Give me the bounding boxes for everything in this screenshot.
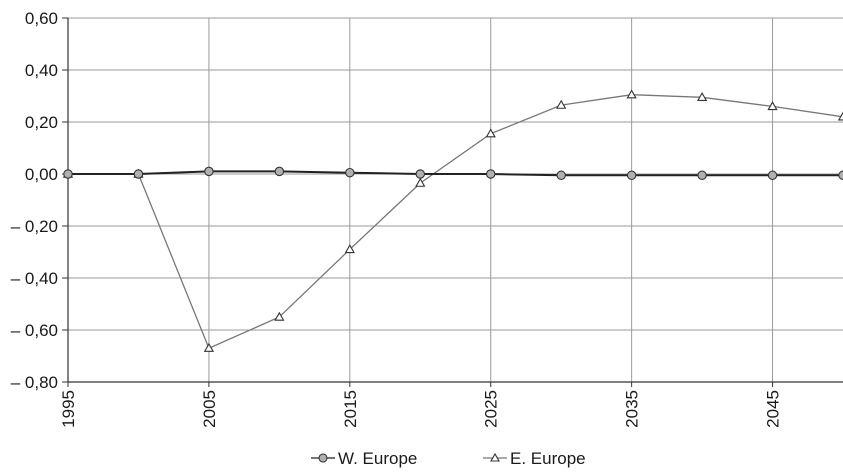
data-point-e-europe bbox=[837, 111, 843, 121]
legend-item-w-europe: W. Europe bbox=[311, 449, 417, 468]
legend-label-w-europe: W. Europe bbox=[338, 449, 417, 468]
x-tick-label: 2015 bbox=[341, 390, 360, 428]
series-line-e-europe bbox=[68, 94, 843, 350]
data-point-e-europe bbox=[274, 311, 285, 321]
data-point-w-europe bbox=[274, 166, 285, 177]
axes bbox=[62, 17, 843, 387]
data-point-w-europe bbox=[767, 170, 778, 181]
data-point-w-europe bbox=[415, 169, 426, 179]
legend: W. Europe E. Europe bbox=[311, 449, 586, 468]
data-point-w-europe bbox=[626, 170, 637, 181]
data-point-e-europe bbox=[626, 89, 637, 99]
y-tick-label: 0,20 bbox=[25, 113, 58, 132]
data-point-w-europe bbox=[556, 170, 566, 181]
y-tick-label: – 0,20 bbox=[11, 217, 58, 236]
data-point-e-europe bbox=[767, 101, 778, 111]
y-tick-label: 0,60 bbox=[25, 9, 58, 28]
data-point-w-europe bbox=[485, 169, 496, 179]
data-point-e-europe bbox=[415, 177, 426, 187]
data-point-w-europe bbox=[697, 170, 707, 181]
legend-item-e-europe: E. Europe bbox=[483, 449, 586, 468]
data-point-w-europe bbox=[133, 169, 144, 179]
legend-marker-e-europe bbox=[490, 452, 500, 462]
y-tick-label: 0,00 bbox=[25, 165, 58, 184]
x-tick-labels: 1995 2005 2015 2025 2035 2045 bbox=[59, 390, 783, 428]
series-line-w-europe bbox=[68, 170, 843, 177]
data-point-e-europe bbox=[696, 91, 708, 101]
data-point-w-europe bbox=[838, 170, 843, 181]
legend-label-e-europe: E. Europe bbox=[510, 449, 586, 468]
x-tick-label: 2025 bbox=[482, 390, 501, 428]
x-tick-label: 2005 bbox=[200, 390, 219, 428]
x-tick-label: 1995 bbox=[59, 390, 78, 428]
y-tick-label: – 0,40 bbox=[11, 269, 58, 288]
data-point-e-europe bbox=[556, 99, 567, 109]
data-point-e-europe bbox=[344, 244, 355, 254]
series-markers bbox=[62, 89, 843, 352]
data-point-e-europe bbox=[203, 342, 215, 352]
data-point-w-europe bbox=[63, 169, 73, 179]
y-tick-labels: 0,60 0,40 0,20 0,00 – 0,20 – 0,40 – 0,60 – 0,80 bbox=[11, 9, 58, 392]
data-point-w-europe bbox=[345, 167, 355, 178]
x-tick-label: 2045 bbox=[764, 390, 783, 428]
y-tick-label: – 0,80 bbox=[11, 373, 58, 392]
grid-lines bbox=[67, 17, 843, 383]
y-tick-label: – 0,60 bbox=[11, 321, 58, 340]
legend-marker-w-europe bbox=[318, 453, 328, 463]
data-point-e-europe bbox=[485, 128, 496, 138]
data-point-w-europe bbox=[204, 166, 214, 177]
y-tick-label: 0,40 bbox=[25, 61, 58, 80]
series-lines bbox=[68, 94, 843, 350]
x-tick-label: 2035 bbox=[623, 390, 642, 428]
